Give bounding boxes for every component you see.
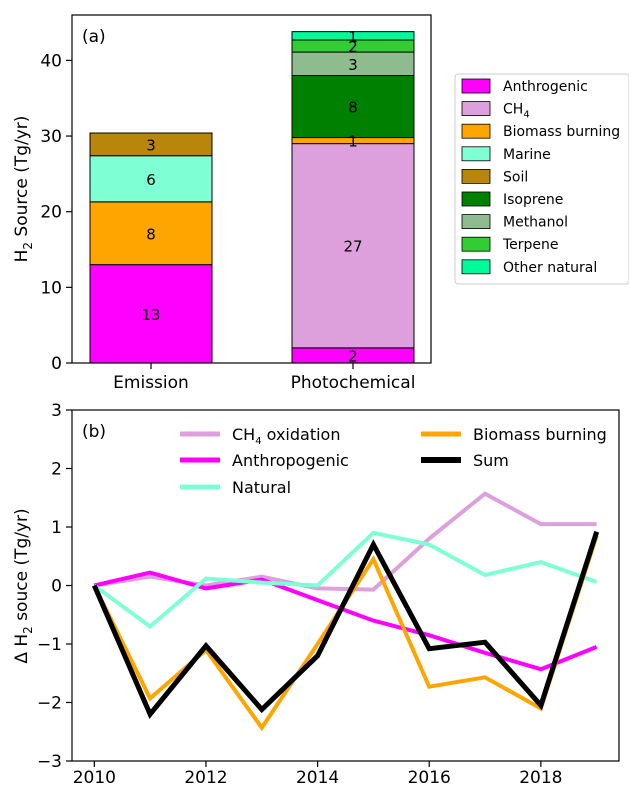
bar-value-label: 8 (146, 225, 156, 243)
legend-entry: Methanol (503, 215, 568, 231)
legend-frame-a (454, 73, 629, 285)
legend-entry: CH4 (503, 102, 530, 121)
legend-swatch (461, 168, 491, 184)
y-axis-ticks-a: 0 10 20 30 40 (40, 51, 72, 374)
bar-value-label: 3 (348, 56, 358, 74)
x-axis-ticks-b: 2010 2012 2014 2016 2018 (73, 761, 562, 785)
legend-swatch (461, 101, 491, 116)
legend-a: Anthrogenic CH4 Biomass burning Marine Soil I… (454, 73, 629, 285)
legend-entry: Marine (503, 147, 551, 163)
y-tick-label: 0 (51, 577, 62, 597)
y-axis-label-b: Δ H2 souce (Tg/yr) (12, 508, 35, 663)
legend-entry: Biomass burning (473, 425, 607, 444)
legend-b: CH4 oxidation Anthropogenic Natural Biomass… (180, 425, 607, 497)
bar-value-label: 6 (146, 171, 156, 189)
y-axis-ticks-b: −3 −2 −1 0 1 2 3 (37, 401, 72, 772)
series-lines (92, 491, 600, 732)
legend-entry: CH4 oxidation (232, 425, 340, 447)
panel-b-line-chart: (b) −3 −2 −1 0 1 2 3 2010 2012 2014 2016 2018 Δ H2… (12, 401, 620, 785)
legend-entry: Soil (503, 169, 528, 185)
y-tick-label: 1 (51, 518, 62, 538)
x-tick-label: 2010 (73, 768, 116, 785)
y-tick-label: 3 (51, 401, 62, 421)
x-tick-label: 2018 (519, 768, 562, 785)
series-line (93, 491, 597, 592)
y-tick-label: 10 (40, 278, 62, 298)
legend-entry: Other natural (503, 260, 597, 276)
legend-entry: Isoprene (503, 192, 563, 208)
y-axis-label-a: H2 Source (Tg/yr) (12, 116, 35, 263)
y-tick-label: 20 (40, 203, 62, 223)
legend-entry: Biomass burning (503, 124, 620, 140)
y-tick-label: −2 (37, 694, 62, 714)
legend-entry: Terpene (502, 237, 559, 253)
bar-segment (89, 201, 213, 266)
legend-swatch (461, 214, 491, 230)
x-tick-label: 2014 (296, 768, 339, 785)
legend-swatch (461, 146, 491, 162)
bar-value-label: 8 (348, 99, 358, 117)
panel-label-b: (b) (82, 422, 106, 442)
legend-swatch (461, 123, 491, 139)
x-tick-label: 2012 (184, 768, 227, 785)
series-line (93, 570, 598, 672)
y-tick-label: 40 (40, 51, 62, 71)
legend-swatch (461, 191, 491, 207)
x-tick-label: Photochemical (291, 373, 416, 393)
y-tick-label: 2 (51, 460, 62, 480)
bar-segment (89, 264, 213, 364)
bar-value-label: 3 (146, 136, 156, 154)
y-tick-label: 30 (40, 127, 62, 147)
legend-swatch (461, 259, 491, 275)
legend-swatch (461, 78, 491, 94)
legend-entry: Anthrogenic (503, 79, 588, 95)
x-tick-label: Emission (113, 373, 189, 393)
bar-value-label: 27 (343, 238, 362, 256)
x-tick-label: 2016 (408, 768, 451, 785)
bar-value-label: 1 (348, 28, 358, 46)
bar-value-label: 1 (348, 133, 358, 151)
bar-segment (89, 132, 213, 157)
bar-value-label: 2 (348, 38, 358, 56)
plot-frame-a (71, 14, 432, 364)
stacked-bars (89, 31, 415, 364)
y-tick-label: −3 (37, 752, 62, 772)
series-line (92, 530, 600, 719)
bar-value-label: 2 (348, 347, 358, 365)
legend-swatch (461, 236, 491, 252)
bar-segment (291, 31, 415, 41)
series-line (93, 530, 598, 630)
x-axis-ticks-a: Emission Photochemical (113, 363, 415, 393)
panel-label-a: (a) (82, 27, 106, 47)
y-tick-label: −1 (37, 635, 62, 655)
legend-entry: Anthropogenic (232, 451, 349, 470)
bar-value-label: 13 (141, 306, 160, 324)
legend-entry: Natural (232, 478, 291, 497)
y-tick-label: 0 (51, 354, 62, 374)
legend-entry: Sum (473, 451, 509, 470)
